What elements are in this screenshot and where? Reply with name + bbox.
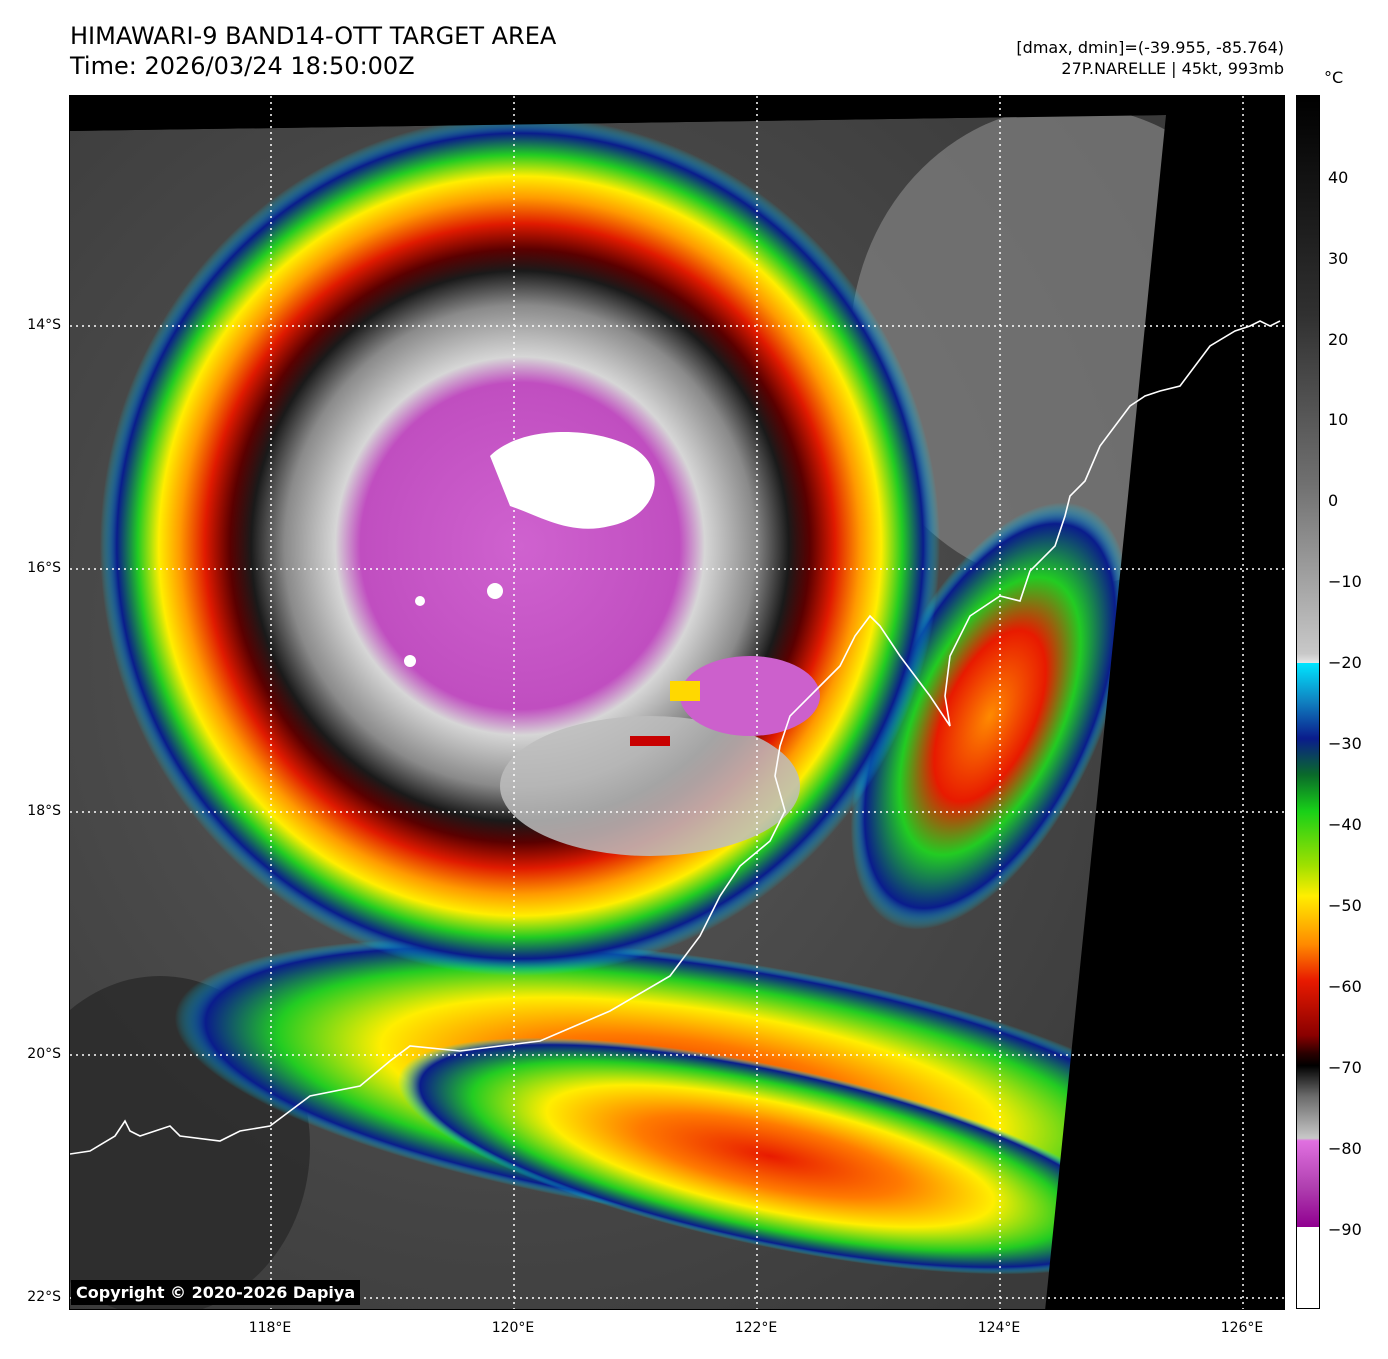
lat-label-14s: 14°S xyxy=(27,317,61,333)
colorbar-tick-minus70: −70 xyxy=(1328,1058,1362,1077)
satellite-image xyxy=(70,96,1284,1309)
colorbar-tick-minus10: −10 xyxy=(1328,572,1362,591)
lon-label-124e: 124°E xyxy=(977,1320,1021,1336)
colorbar-tick-30: 30 xyxy=(1328,249,1349,268)
colorbar-tick-minus20: −20 xyxy=(1328,653,1362,672)
data-range: [dmax, dmin]=(-39.955, -85.764) xyxy=(1016,38,1284,57)
colorbar-tick-minus90: −90 xyxy=(1328,1220,1362,1239)
colorbar-tick-minus40: −40 xyxy=(1328,815,1362,834)
lat-label-20s: 20°S xyxy=(27,1046,61,1062)
satellite-map xyxy=(69,95,1285,1310)
lon-label-126e: 126°E xyxy=(1220,1320,1264,1336)
colorbar-tick-10: 10 xyxy=(1328,410,1349,429)
lon-label-118e: 118°E xyxy=(248,1320,292,1336)
colorbar-tick-minus30: −30 xyxy=(1328,734,1362,753)
storm-info: 27P.NARELLE | 45kt, 993mb xyxy=(1061,59,1284,78)
lat-label-22s: 22°S xyxy=(27,1289,61,1305)
map-time: Time: 2026/03/24 18:50:00Z xyxy=(70,52,415,80)
colorbar-tick-minus80: −80 xyxy=(1328,1139,1362,1158)
overshooting-top xyxy=(490,432,655,529)
map-title: HIMAWARI-9 BAND14-OTT TARGET AREA xyxy=(70,22,557,50)
copyright-notice: Copyright © 2020-2026 Dapiya xyxy=(71,1280,361,1305)
lon-label-120e: 120°E xyxy=(491,1320,535,1336)
colorbar xyxy=(1296,95,1320,1309)
colorbar-tick-minus60: −60 xyxy=(1328,977,1362,996)
cyclone-cdo xyxy=(100,116,940,976)
colorbar-unit: °C xyxy=(1324,68,1344,87)
colorbar-tick-20: 20 xyxy=(1328,330,1349,349)
colorbar-tick-40: 40 xyxy=(1328,168,1349,187)
lat-label-16s: 16°S xyxy=(27,560,61,576)
colorbar-tick-0: 0 xyxy=(1328,491,1339,510)
colorbar-tick-minus50: −50 xyxy=(1328,896,1362,915)
rain-band-east xyxy=(850,502,1130,930)
coastline xyxy=(70,320,1281,1155)
lat-label-18s: 18°S xyxy=(27,803,61,819)
graticule xyxy=(70,96,1284,1309)
lon-label-122e: 122°E xyxy=(734,1320,778,1336)
no-data-area xyxy=(1045,115,1284,1309)
